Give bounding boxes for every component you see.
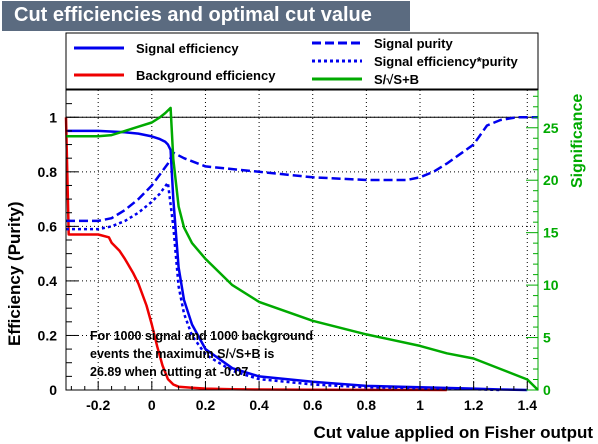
annotation-line: events the maximum S/√S+B is — [90, 347, 274, 361]
x-tick-label: 1 — [416, 397, 424, 413]
y-axis: 0 0.2 0.4 0.6 0.8 1 — [38, 89, 78, 398]
x-tick-label: 0 — [148, 397, 156, 413]
series-line-signal-efficiency-purity — [66, 181, 501, 392]
title-box: Cut efficiencies and optimal cut value — [2, 1, 410, 31]
x-tick-label: 0.2 — [196, 397, 216, 413]
legend-label: Background efficiency — [136, 68, 276, 83]
x-tick-label: 0.8 — [357, 397, 377, 413]
y2-tick-label: 20 — [543, 172, 559, 188]
x-axis: -0.2 0 0.2 0.4 0.6 0.8 1 1.2 1.4 — [70, 381, 538, 413]
series-line-signal-purity — [66, 116, 538, 223]
legend-label: Signal efficiency — [136, 41, 239, 56]
legend-label: S/√S+B — [374, 72, 419, 87]
y2-tick-label: 0 — [543, 382, 551, 398]
y-tick-label: 0.2 — [38, 327, 58, 343]
x-axis-label: Cut value applied on Fisher output — [313, 423, 593, 442]
x-tick-label: 1.4 — [518, 397, 538, 413]
y2-tick-label: 15 — [543, 225, 559, 241]
legend-label: Signal efficiency*purity — [374, 54, 519, 69]
y-tick-label: 0 — [49, 382, 57, 398]
legend-box — [65, 32, 539, 90]
y-axis-label: Efficiency (Purity) — [5, 201, 24, 346]
legend: Signal efficiency Background efficiency Si… — [74, 36, 519, 87]
annotation: For 1000 signal and 1000 background event… — [90, 329, 313, 379]
series-line-s-s-b — [66, 106, 539, 391]
annotation-line: 26.89 when cutting at -0.07 — [90, 365, 248, 379]
y-tick-label: 0.4 — [38, 273, 58, 289]
legend-label: Signal purity — [374, 36, 454, 51]
chart-title: Cut efficiencies and optimal cut value — [14, 4, 372, 26]
x-tick-label: 1.2 — [464, 397, 484, 413]
y2-tick-label: 25 — [543, 120, 559, 136]
grid — [66, 90, 538, 391]
y2-tick-label: 10 — [543, 277, 559, 293]
x-tick-label: -0.2 — [86, 397, 110, 413]
y2-axis-label: Significance — [569, 94, 586, 188]
plot-frame — [65, 89, 539, 391]
y2-axis: 0 5 10 15 20 25 — [526, 95, 559, 398]
annotation-line: For 1000 signal and 1000 background — [90, 329, 313, 343]
y2-tick-label: 5 — [543, 330, 551, 346]
y-tick-label: 0.6 — [38, 218, 58, 234]
y-tick-label: 1 — [49, 109, 57, 125]
y-tick-label: 0.8 — [38, 164, 58, 180]
x-tick-label: 0.6 — [303, 397, 323, 413]
x-tick-label: 0.4 — [249, 397, 269, 413]
